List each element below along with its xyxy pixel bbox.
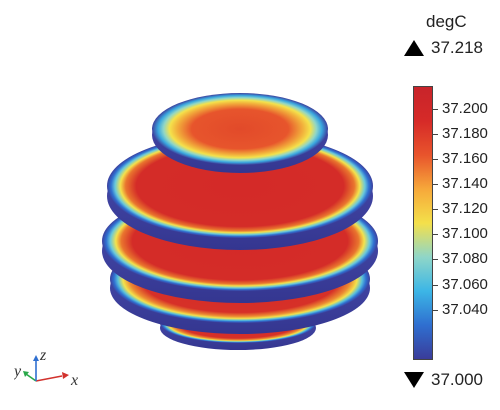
colorbar-tick-label: 37.160 <box>442 149 488 167</box>
max-triangle-icon <box>404 40 424 56</box>
colorbar-tick <box>433 184 438 186</box>
colorbar-tick <box>433 284 438 286</box>
legend-max-value: 37.218 <box>431 38 483 57</box>
colorbar-tick <box>433 209 438 211</box>
legend-min: 37.000 <box>404 370 483 390</box>
z-arrowhead-icon <box>33 355 39 361</box>
legend-max: 37.218 <box>404 38 483 58</box>
x-arrowhead-icon <box>62 372 69 379</box>
slice-2 <box>107 134 373 250</box>
y-axis-label: y <box>14 363 22 380</box>
colorbar-tick <box>433 309 438 311</box>
colorbar-tick-label: 37.080 <box>442 250 488 268</box>
colorbar-tick-label: 37.100 <box>442 225 488 243</box>
y-arrowhead-icon <box>23 371 29 377</box>
colorbar-tick <box>433 108 438 110</box>
colorbar-tick-label: 37.180 <box>442 124 488 142</box>
z-axis-label: z <box>39 348 47 364</box>
legend-unit: degC <box>426 12 467 31</box>
y-axis-arrow <box>25 373 37 382</box>
x-axis-arrow <box>35 375 63 382</box>
x-axis-label: x <box>70 372 78 389</box>
axis-triad: x y z <box>14 348 78 389</box>
colorbar-tick-label: 37.120 <box>442 200 488 218</box>
colorbar-tick <box>433 234 438 236</box>
colorbar-tick <box>433 158 438 160</box>
slice-top <box>152 93 328 173</box>
colorbar-tick <box>433 259 438 261</box>
colorbar-tick-label: 37.140 <box>442 175 488 193</box>
min-triangle-icon <box>404 372 424 388</box>
colorbar <box>413 86 433 360</box>
colorbar-tick-label: 37.040 <box>442 300 488 318</box>
colorbar-tick <box>433 133 438 135</box>
colorbar-tick-label: 37.060 <box>442 275 488 293</box>
colorbar-tick-label: 37.200 <box>442 99 488 117</box>
legend-min-value: 37.000 <box>431 370 483 389</box>
